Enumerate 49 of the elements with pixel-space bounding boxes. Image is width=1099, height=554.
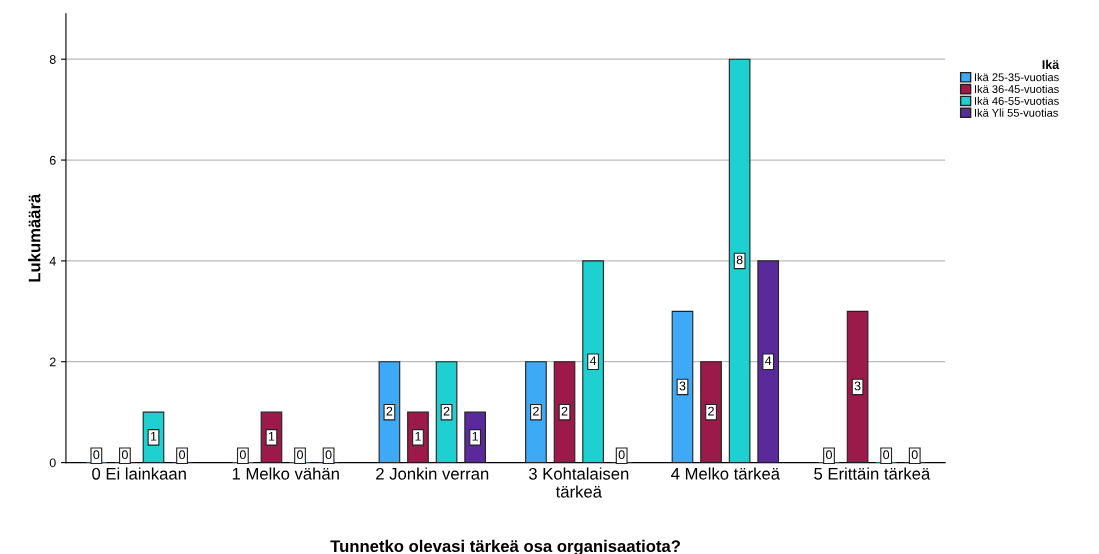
data-label: 0 [239,450,246,460]
data-label: 0 [297,450,304,460]
x-tick-label: 0 Ei lainkaan [92,467,186,480]
data-label: 2 [561,406,568,416]
data-label: 8 [736,255,743,265]
y-tick-label: 6 [49,155,56,165]
data-label: 0 [93,450,100,460]
data-label: 1 [268,432,275,441]
data-label: 0 [911,450,918,460]
y-tick-label: 8 [49,55,56,64]
x-tick-label: 4 Melko tärkeä [671,467,780,480]
y-tick-label: 0 [49,458,56,468]
bar [378,361,401,463]
data-label: 1 [415,432,421,441]
bar [846,310,869,463]
data-label: 3 [679,381,686,391]
data-label: 2 [533,406,539,416]
bar [435,361,458,463]
x-tick-label: 1 Melko vähän [232,467,339,480]
data-label: 0 [883,450,890,460]
bar [671,310,694,463]
legend-title: Ikä [1042,59,1060,70]
y-axis-title: Lukumäärä [28,193,41,282]
bar [757,260,780,463]
bar [728,58,751,463]
data-label: 0 [618,450,625,460]
data-label: 1 [150,432,157,441]
legend-label: Ikä Yli 55-vuotias [974,108,1058,117]
legend-label: Ikä 25-35-vuotias [974,73,1059,82]
x-tick-label: 2 Jonkin verran [376,467,489,480]
bar [553,361,576,463]
data-label: 2 [386,406,393,416]
x-tick-label: 3 Kohtalaisen tärkeä [528,467,629,498]
bar [582,260,604,463]
data-label: 2 [708,406,714,416]
data-label: 0 [121,450,128,460]
legend-label: Ikä 36-45-vuotias [974,84,1059,94]
legend-label: Ikä 46-55-vuotias [974,96,1059,105]
data-label: 0 [325,450,332,460]
data-label: 0 [179,450,186,460]
data-label: 2 [443,406,450,416]
y-tick-label: 4 [49,256,56,266]
data-label: 3 [854,381,861,391]
y-tick-label: 2 [49,357,56,367]
x-tick-label: 5 Erittäin tärkeä [814,467,931,480]
data-label: 1 [472,432,478,441]
data-label: 0 [826,450,832,460]
data-label: 4 [589,356,597,365]
data-label: 4 [765,356,772,365]
